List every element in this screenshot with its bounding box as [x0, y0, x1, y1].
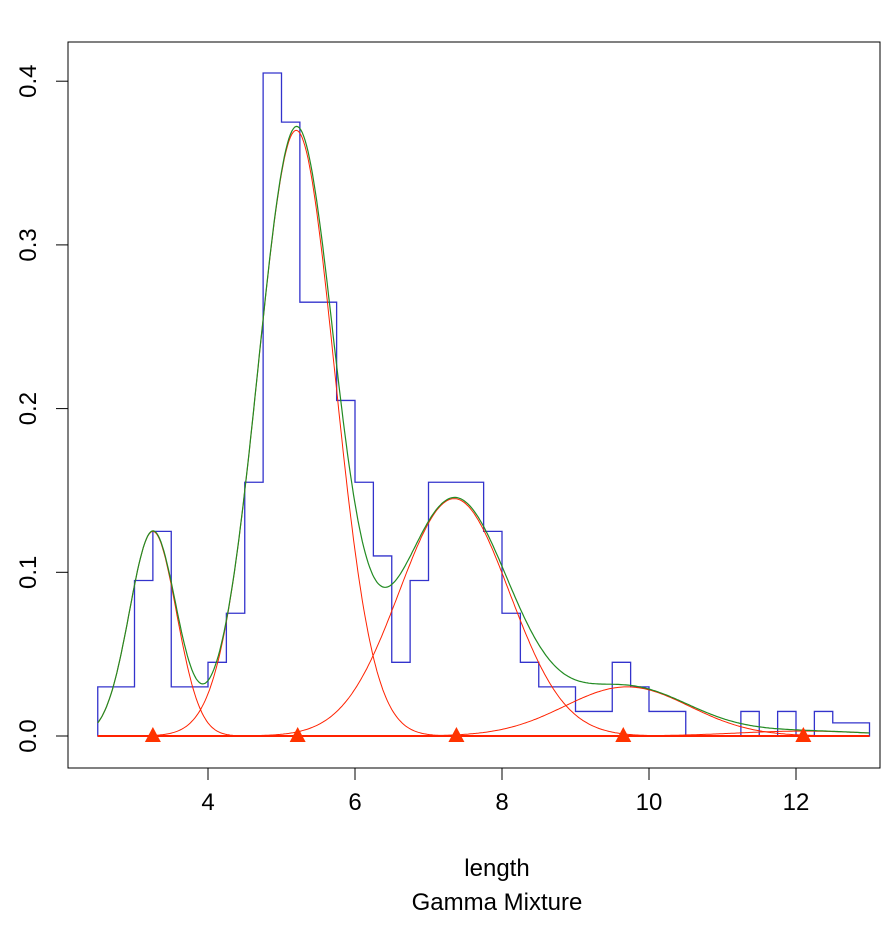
x-axis: 4 6 8 10 12: [201, 767, 810, 816]
histogram: [97, 72, 871, 737]
x-tick-label: 4: [201, 789, 214, 816]
component-marker-3: [448, 727, 465, 742]
x-tick-label: 10: [636, 789, 663, 816]
chart-title: Gamma Mixture: [412, 889, 583, 916]
y-tick-label: 0.1: [15, 556, 42, 589]
x-tick-label: 8: [495, 789, 508, 816]
x-tick-label: 6: [348, 789, 361, 816]
y-axis: 0.0 0.1 0.2 0.3 0.4: [15, 65, 69, 753]
y-tick-label: 0.0: [15, 719, 42, 752]
x-axis-title: length: [464, 855, 529, 882]
y-tick-label: 0.4: [15, 65, 42, 98]
component-marker-4: [615, 727, 632, 742]
histogram-outline: [97, 72, 871, 737]
component-marker-1: [144, 727, 161, 742]
y-tick-label: 0.3: [15, 228, 42, 261]
component-marker-5: [795, 727, 812, 742]
mixture-curve: [97, 125, 870, 734]
component-markers: [144, 727, 812, 742]
mixture-density: [97, 125, 870, 737]
component-marker-2: [289, 727, 306, 742]
y-tick-label: 0.2: [15, 392, 42, 425]
x-tick-label: 12: [783, 789, 810, 816]
